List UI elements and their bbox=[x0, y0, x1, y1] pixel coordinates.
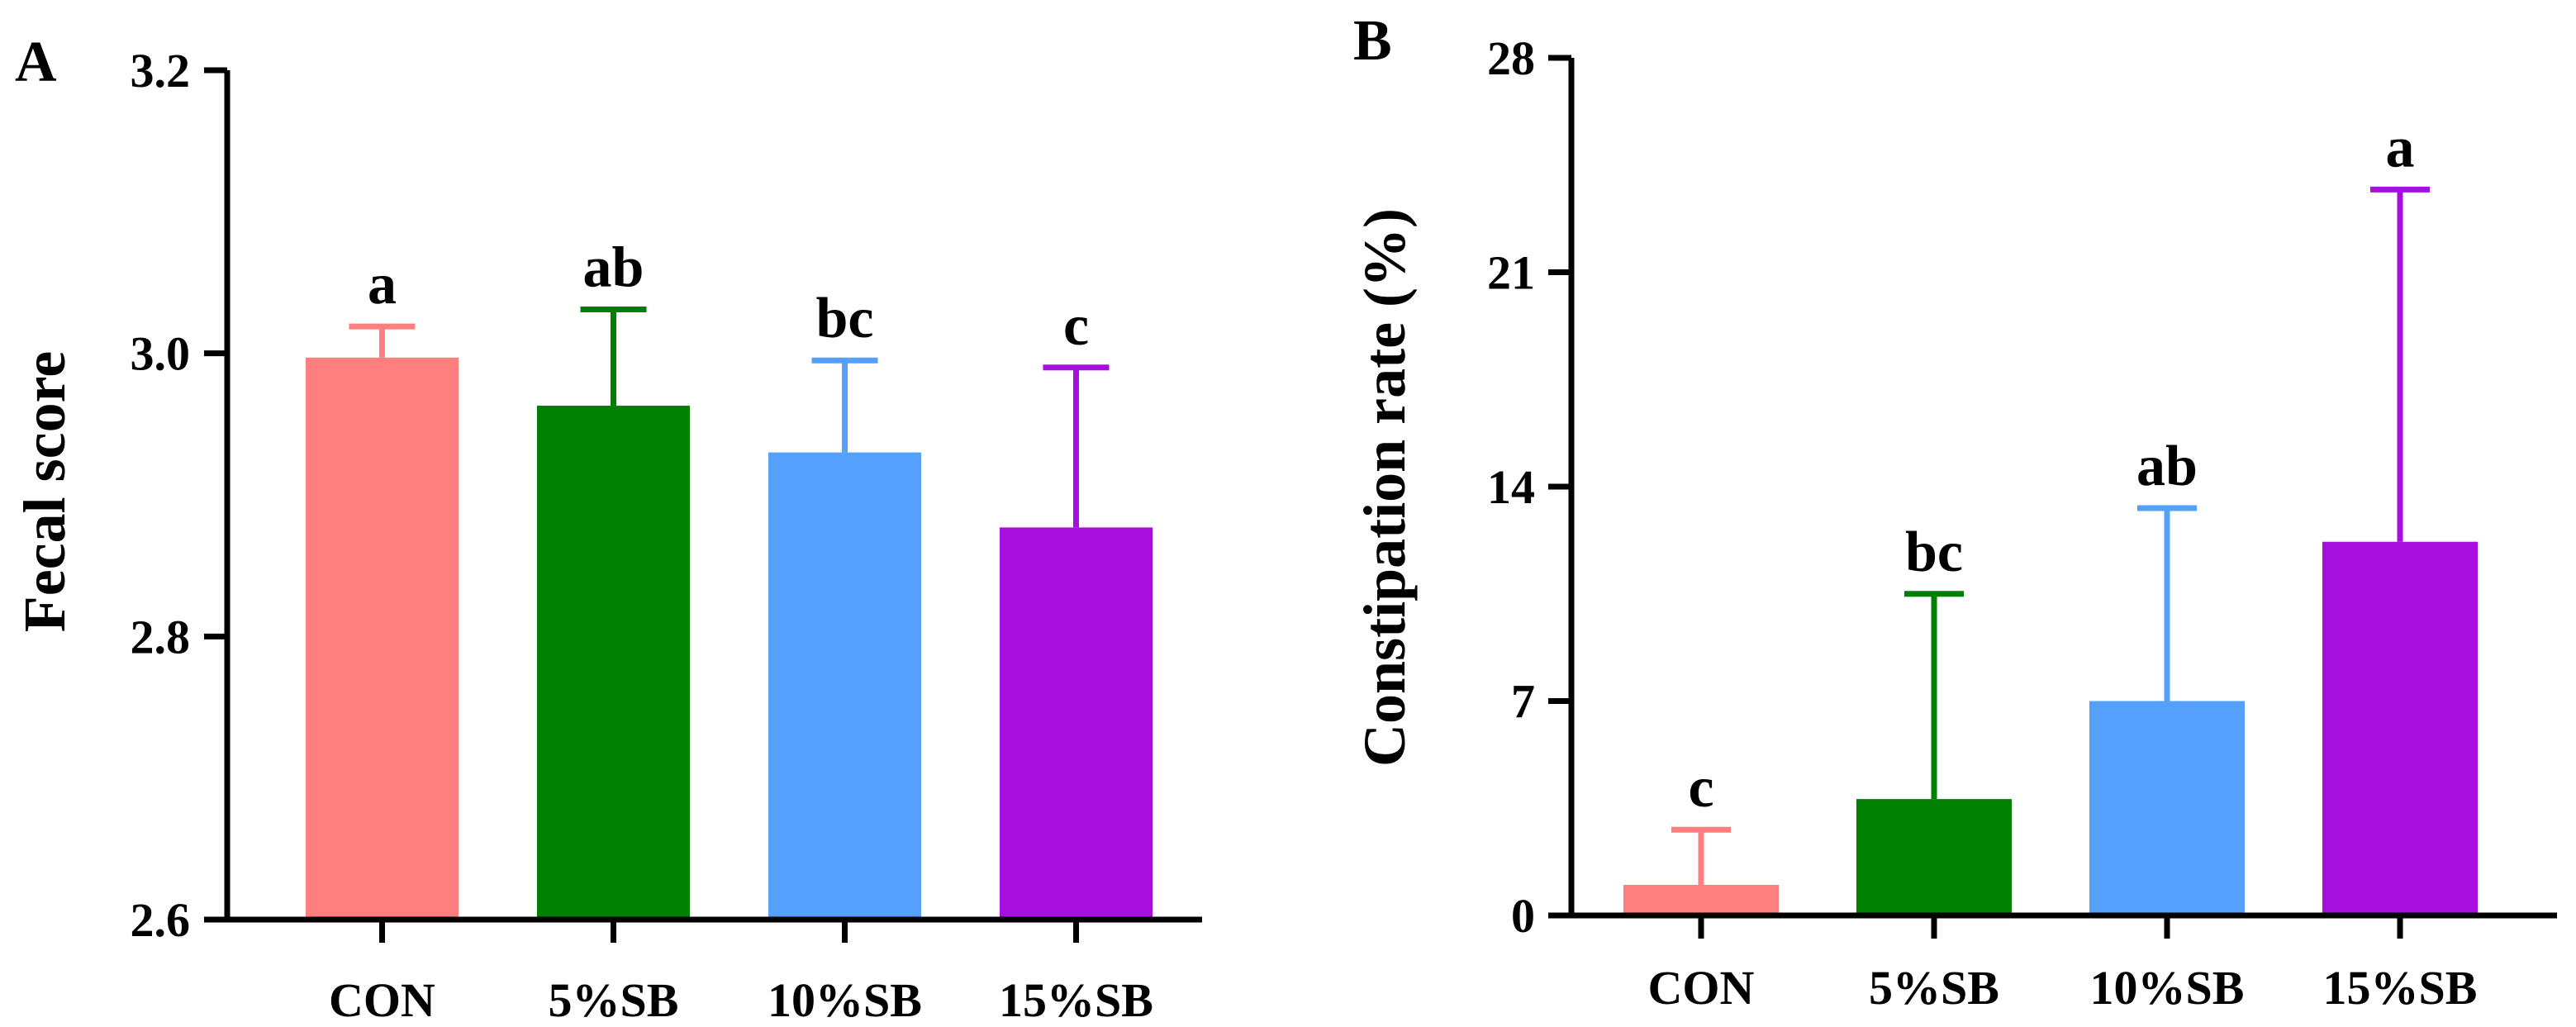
significance-labels: a ab bc c bbox=[368, 236, 1089, 358]
axes bbox=[204, 67, 1202, 943]
error-bars bbox=[1671, 186, 2430, 885]
bar bbox=[2089, 701, 2245, 915]
x-tick-label: CON bbox=[329, 973, 435, 1027]
y-tick-label: 2.8 bbox=[131, 610, 191, 663]
bar bbox=[537, 406, 690, 920]
x-tick-label: 5%SB bbox=[549, 973, 679, 1027]
bar bbox=[2322, 541, 2478, 915]
tick-labels: CON 5%SB 10%SB 15%SB 0 7 14 21 28 bbox=[1487, 31, 2477, 1015]
tick-labels: CON 5%SB 10%SB 15%SB 2.6 2.8 3.0 3.2 bbox=[131, 44, 1153, 1027]
y-tick-label: 3.2 bbox=[131, 44, 191, 97]
y-tick-label: 2.6 bbox=[131, 893, 191, 947]
x-tick-label: 10%SB bbox=[768, 973, 922, 1027]
significance-label: ab bbox=[583, 236, 644, 300]
y-axis-label: Constipation rate (%) bbox=[1352, 208, 1418, 767]
x-tick-label: 15%SB bbox=[2323, 961, 2478, 1015]
panel-a: A Fecal score CON 5%SB 10%SB 15%SB 2.6 2.8 3.0… bbox=[12, 31, 1202, 1027]
y-tick-label: 21 bbox=[1487, 246, 1535, 300]
bar bbox=[306, 357, 459, 920]
x-tick-label: 15%SB bbox=[999, 973, 1153, 1027]
panel-letter: A bbox=[15, 31, 57, 94]
bars bbox=[1623, 541, 2478, 915]
significance-labels: c bc ab a bbox=[1688, 116, 2414, 820]
significance-label: a bbox=[368, 253, 397, 316]
significance-label: a bbox=[2386, 116, 2415, 179]
panel-letter: B bbox=[1353, 9, 1392, 73]
x-tick-label: CON bbox=[1648, 961, 1755, 1015]
y-tick-label: 0 bbox=[1511, 889, 1535, 943]
bar bbox=[768, 452, 921, 920]
y-tick-label: 3.0 bbox=[131, 327, 191, 381]
bar bbox=[1623, 884, 1779, 915]
x-tick-label: 5%SB bbox=[1869, 961, 1999, 1015]
significance-label: c bbox=[1688, 756, 1713, 820]
significance-label: c bbox=[1063, 294, 1089, 358]
y-axis-label: Fecal score bbox=[12, 351, 78, 633]
significance-label: bc bbox=[816, 287, 874, 350]
error-bars bbox=[349, 307, 1110, 528]
bar bbox=[1856, 799, 2012, 915]
panel-b: B Constipation rate (%) CON 5%SB 10%SB 15%S… bbox=[1352, 9, 2557, 1015]
significance-label: bc bbox=[1905, 521, 1963, 584]
y-tick-label: 14 bbox=[1487, 460, 1535, 514]
significance-label: ab bbox=[2136, 435, 2198, 498]
bars bbox=[306, 357, 1153, 920]
y-tick-label: 7 bbox=[1511, 675, 1535, 729]
bar bbox=[1000, 527, 1153, 920]
axes bbox=[1548, 55, 2557, 939]
y-tick-label: 28 bbox=[1487, 31, 1535, 85]
x-tick-label: 10%SB bbox=[2090, 961, 2245, 1015]
